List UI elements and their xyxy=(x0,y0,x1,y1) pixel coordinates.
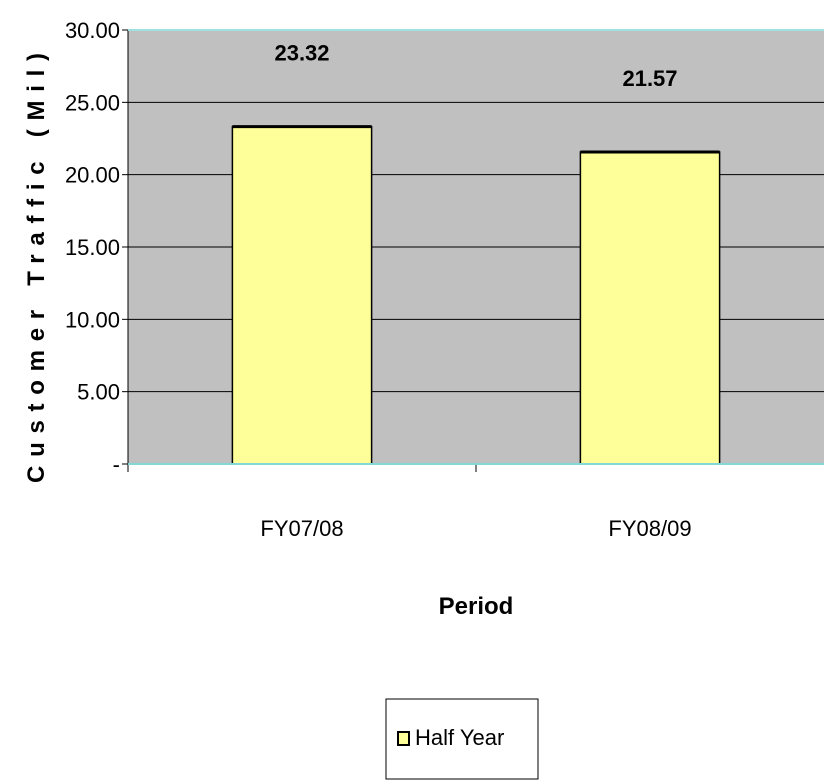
y-tick-label: 10.00 xyxy=(65,307,120,332)
y-tick-label: - xyxy=(113,452,120,477)
x-axis-title: Period xyxy=(439,593,514,620)
bars xyxy=(231,125,721,465)
x-tick-label: FY08/09 xyxy=(608,516,691,541)
legend-swatch xyxy=(397,731,410,746)
data-labels: 23.32 21.57 xyxy=(274,41,677,91)
bar xyxy=(231,125,373,465)
y-axis-title: Customer Traffic (Mil) xyxy=(23,53,50,483)
data-label: 23.32 xyxy=(274,41,329,66)
legend-box xyxy=(385,698,539,780)
y-tick-label: 20.00 xyxy=(65,163,120,188)
x-tick-label: FY07/08 xyxy=(260,516,343,541)
y-tick-label: 25.00 xyxy=(65,90,120,115)
y-tick-label: 15.00 xyxy=(65,235,120,260)
data-label: 21.57 xyxy=(622,66,677,91)
x-axis-ticks: FY07/08 FY08/09 xyxy=(127,464,692,541)
y-axis-ticks: - 5.00 10.00 15.00 20.00 25.00 30.00 xyxy=(65,18,128,477)
legend: Half Year xyxy=(385,698,539,780)
bar xyxy=(579,151,721,465)
y-tick-label: 5.00 xyxy=(77,380,120,405)
y-tick-label: 30.00 xyxy=(65,18,120,43)
legend-label: Half Year xyxy=(415,725,504,750)
